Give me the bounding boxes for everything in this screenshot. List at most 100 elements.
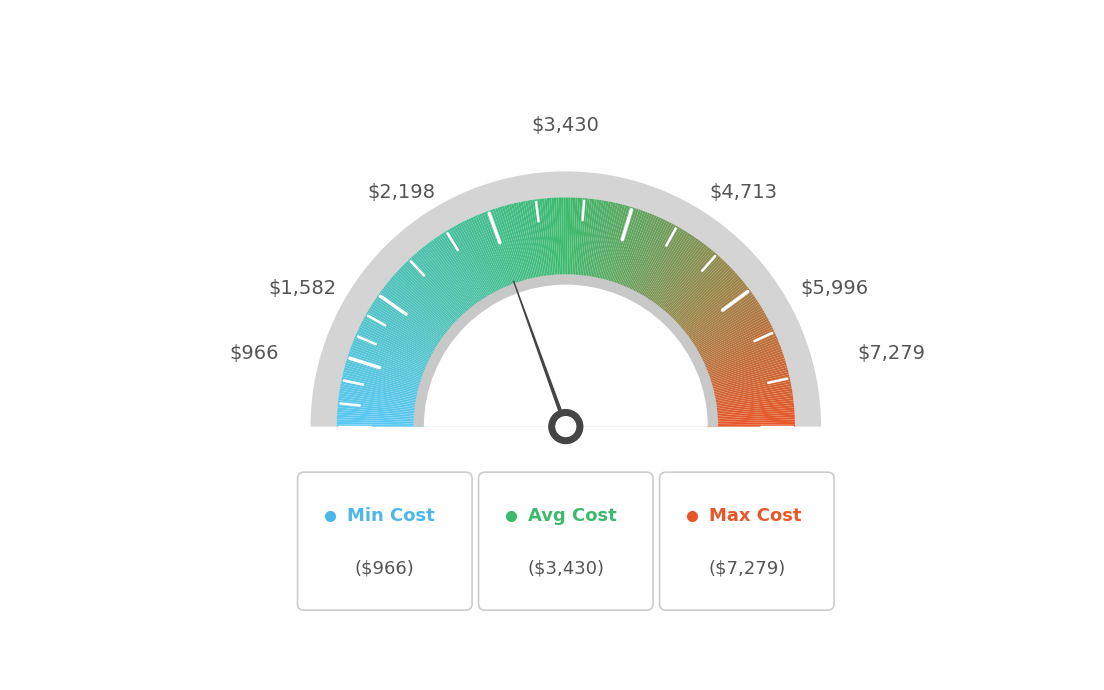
Wedge shape	[565, 420, 795, 426]
Text: $2,198: $2,198	[368, 183, 436, 201]
Wedge shape	[565, 403, 794, 426]
Wedge shape	[565, 279, 742, 426]
Wedge shape	[565, 201, 608, 426]
Wedge shape	[565, 356, 785, 426]
Wedge shape	[565, 363, 786, 426]
Wedge shape	[337, 412, 565, 426]
Wedge shape	[532, 199, 565, 426]
Wedge shape	[424, 285, 708, 426]
Wedge shape	[565, 198, 581, 426]
Wedge shape	[424, 246, 565, 426]
Wedge shape	[391, 277, 565, 426]
Text: Min Cost: Min Cost	[347, 507, 435, 525]
Circle shape	[556, 417, 575, 437]
Wedge shape	[565, 197, 571, 426]
Wedge shape	[461, 221, 565, 426]
Wedge shape	[565, 318, 768, 426]
Wedge shape	[565, 197, 573, 426]
Wedge shape	[367, 312, 565, 426]
Wedge shape	[565, 199, 597, 426]
Wedge shape	[565, 229, 684, 426]
Wedge shape	[565, 203, 618, 426]
Wedge shape	[371, 304, 565, 426]
Wedge shape	[337, 420, 565, 426]
Wedge shape	[375, 298, 565, 426]
Wedge shape	[337, 417, 565, 426]
Wedge shape	[466, 219, 565, 426]
Wedge shape	[565, 252, 715, 426]
Wedge shape	[497, 207, 565, 426]
Wedge shape	[427, 243, 565, 426]
Wedge shape	[565, 253, 718, 426]
Wedge shape	[402, 264, 565, 426]
Wedge shape	[565, 273, 737, 426]
Wedge shape	[565, 325, 772, 426]
Wedge shape	[511, 204, 565, 426]
Wedge shape	[379, 292, 565, 426]
Wedge shape	[394, 273, 565, 426]
Wedge shape	[353, 338, 565, 426]
Wedge shape	[355, 333, 565, 426]
Text: ($7,279): ($7,279)	[708, 560, 785, 578]
Wedge shape	[546, 198, 565, 426]
Wedge shape	[411, 256, 565, 426]
Wedge shape	[418, 250, 565, 426]
Wedge shape	[565, 415, 795, 426]
Wedge shape	[338, 405, 565, 426]
Wedge shape	[359, 327, 565, 426]
Wedge shape	[502, 206, 565, 426]
Wedge shape	[565, 316, 767, 426]
Wedge shape	[488, 210, 565, 426]
Wedge shape	[565, 255, 719, 426]
Wedge shape	[565, 391, 793, 426]
Text: $7,279: $7,279	[858, 344, 925, 363]
Wedge shape	[565, 256, 721, 426]
Wedge shape	[499, 206, 565, 426]
Wedge shape	[565, 199, 599, 426]
Wedge shape	[473, 216, 565, 426]
Wedge shape	[565, 198, 587, 426]
Wedge shape	[399, 268, 565, 426]
Wedge shape	[408, 258, 565, 426]
Wedge shape	[342, 374, 565, 426]
Wedge shape	[362, 320, 565, 426]
Wedge shape	[565, 306, 762, 426]
Wedge shape	[565, 333, 776, 426]
Wedge shape	[565, 417, 795, 426]
Wedge shape	[565, 365, 787, 426]
Wedge shape	[342, 372, 565, 426]
Wedge shape	[565, 197, 575, 426]
Text: ($3,430): ($3,430)	[528, 560, 604, 578]
Wedge shape	[559, 197, 565, 426]
Wedge shape	[369, 308, 565, 426]
Wedge shape	[404, 263, 565, 426]
Wedge shape	[565, 225, 677, 426]
Wedge shape	[565, 206, 633, 426]
Wedge shape	[378, 294, 565, 426]
Polygon shape	[513, 281, 567, 427]
Wedge shape	[516, 202, 565, 426]
Wedge shape	[565, 351, 783, 426]
Wedge shape	[565, 204, 623, 426]
Wedge shape	[401, 266, 565, 426]
Wedge shape	[520, 201, 565, 426]
Wedge shape	[565, 284, 747, 426]
Wedge shape	[431, 239, 565, 426]
Wedge shape	[565, 220, 668, 426]
Wedge shape	[544, 198, 565, 426]
FancyBboxPatch shape	[659, 472, 834, 610]
Wedge shape	[358, 329, 565, 426]
Wedge shape	[565, 386, 792, 426]
Wedge shape	[343, 370, 565, 426]
Wedge shape	[407, 259, 565, 426]
Wedge shape	[565, 329, 774, 426]
Wedge shape	[454, 226, 565, 426]
Wedge shape	[565, 263, 728, 426]
Wedge shape	[433, 238, 565, 426]
Wedge shape	[413, 274, 719, 426]
Wedge shape	[565, 201, 606, 426]
Wedge shape	[337, 410, 565, 426]
Wedge shape	[526, 201, 565, 426]
Wedge shape	[565, 367, 788, 426]
Wedge shape	[348, 353, 565, 426]
